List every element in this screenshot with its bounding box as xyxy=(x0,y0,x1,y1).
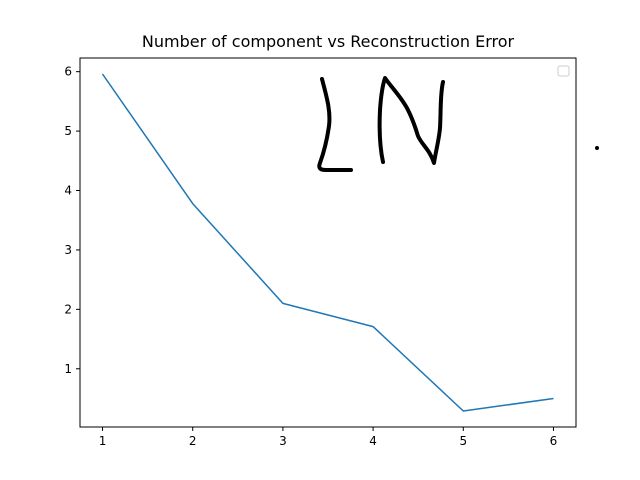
y-tick-label: 2 xyxy=(64,302,72,316)
y-tick-label: 5 xyxy=(64,124,72,138)
y-tick-label: 4 xyxy=(64,184,72,198)
chart-title: Number of component vs Reconstruction Er… xyxy=(141,32,515,51)
y-tick-label: 1 xyxy=(64,362,72,376)
x-axis-ticks: 1 2 3 4 5 6 xyxy=(99,427,558,448)
x-tick-label: 3 xyxy=(279,434,287,448)
handwritten-letter-l xyxy=(317,77,353,172)
series-line-0 xyxy=(101,73,554,412)
handwritten-annotation xyxy=(317,76,445,172)
series-layer xyxy=(101,73,554,412)
x-tick-label: 2 xyxy=(189,434,197,448)
x-tick-label: 4 xyxy=(369,434,377,448)
stray-dot xyxy=(595,146,599,150)
y-axis-ticks: 1 2 3 4 5 6 xyxy=(64,65,80,376)
handwritten-letter-n xyxy=(377,76,445,165)
axes-frame xyxy=(79,57,577,428)
y-tick-label: 6 xyxy=(64,65,72,79)
x-tick-label: 5 xyxy=(459,434,467,448)
x-tick-label: 1 xyxy=(99,434,107,448)
x-tick-label: 6 xyxy=(550,434,558,448)
legend-box xyxy=(557,65,570,77)
y-tick-label: 3 xyxy=(64,243,72,257)
